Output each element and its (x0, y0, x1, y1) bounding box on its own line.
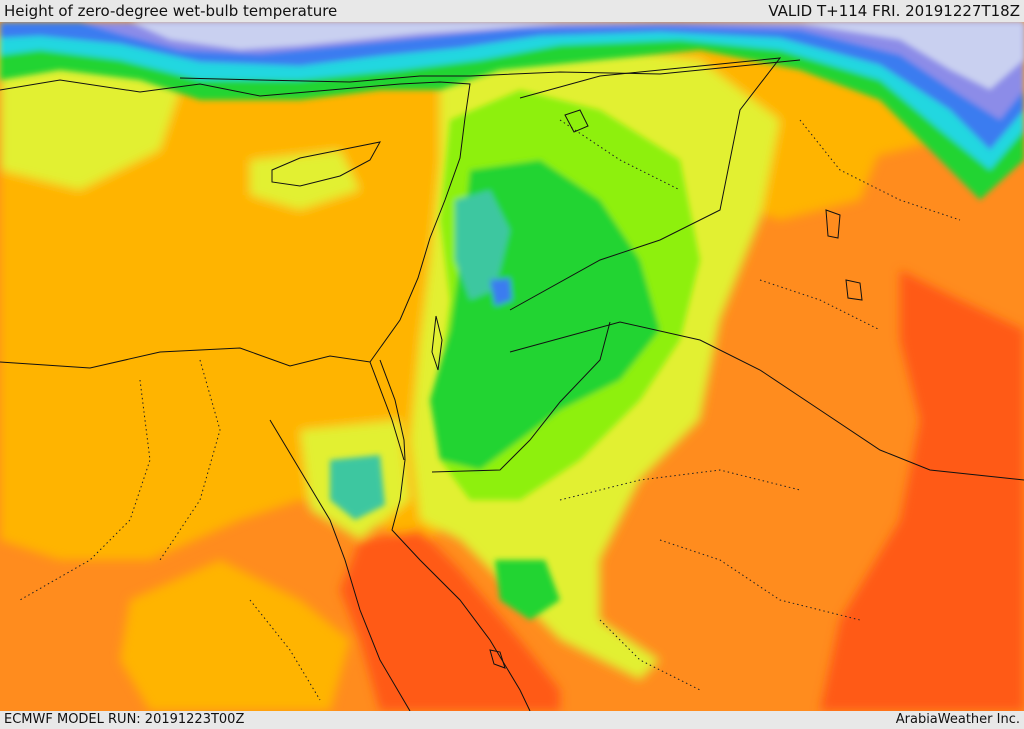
lakes-islands (489, 109, 863, 669)
footer-bar: ECMWF MODEL RUN: 20191223T00Z ArabiaWeat… (0, 711, 1024, 729)
admin-boundaries (19, 119, 961, 701)
country-border-syria-iraq (509, 57, 782, 311)
field-blue-coast (0, 22, 1024, 150)
red-sea-east-coast (391, 459, 531, 711)
country-border-jordan (509, 321, 1024, 481)
field-violet-coast (80, 22, 1024, 120)
boundaries (0, 57, 1024, 711)
cyprus-coast (271, 141, 381, 187)
header-bar: Height of zero-degree wet-bulb temperatu… (0, 0, 1024, 22)
field-yellow-green-cyprus (250, 150, 360, 210)
north-border (179, 59, 801, 83)
field-blue-mountain-spot (490, 278, 512, 306)
field-light-orange-south (120, 560, 350, 711)
field-pale-turkey (130, 22, 1024, 90)
field-teal-lebanon (455, 190, 510, 300)
red-sea-west-coast (269, 419, 411, 711)
valid-time: VALID T+114 FRI. 20191227T18Z (768, 2, 1020, 20)
mediterranean-coast (0, 79, 471, 369)
map-title: Height of zero-degree wet-bulb temperatu… (4, 2, 338, 20)
country-border-jordan-saudi (431, 321, 611, 473)
field-orange-red-east (820, 270, 1024, 711)
field-green-hejaz (495, 560, 560, 620)
model-run: ECMWF MODEL RUN: 20191223T00Z (4, 712, 245, 727)
dead-sea (431, 315, 443, 371)
wetbulb-map (0, 22, 1024, 711)
country-border-egypt-israel (369, 361, 405, 461)
gulf-of-aqaba (379, 359, 406, 461)
field-green-sinai-spot (330, 455, 385, 520)
credit: ArabiaWeather Inc. (895, 712, 1020, 727)
